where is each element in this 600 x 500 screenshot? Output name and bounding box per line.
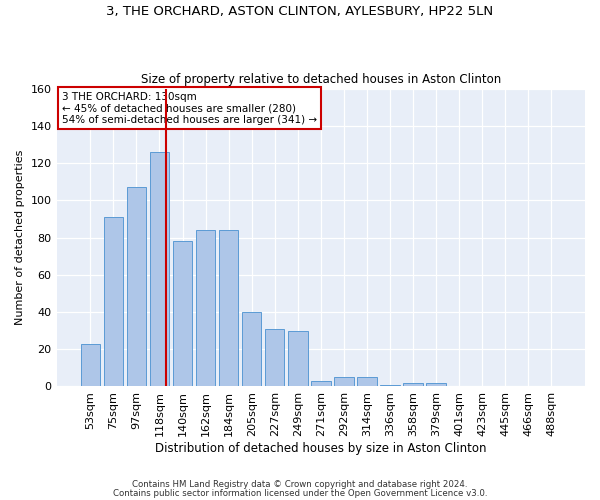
Bar (127, 187, 146, 386)
Bar (288, 330, 308, 386)
Bar (219, 230, 238, 386)
Text: Contains public sector information licensed under the Open Government Licence v3: Contains public sector information licen… (113, 488, 487, 498)
Bar (426, 382, 446, 386)
Text: Contains HM Land Registry data © Crown copyright and database right 2024.: Contains HM Land Registry data © Crown c… (132, 480, 468, 489)
Title: Size of property relative to detached houses in Aston Clinton: Size of property relative to detached ho… (140, 73, 501, 86)
Bar (311, 381, 331, 386)
Bar (403, 382, 423, 386)
Bar (149, 152, 169, 386)
Bar (80, 344, 100, 386)
Text: 3 THE ORCHARD: 130sqm
← 45% of detached houses are smaller (280)
54% of semi-det: 3 THE ORCHARD: 130sqm ← 45% of detached … (62, 92, 317, 124)
Bar (334, 377, 353, 386)
Y-axis label: Number of detached properties: Number of detached properties (15, 150, 25, 325)
Bar (242, 312, 262, 386)
Text: 3, THE ORCHARD, ASTON CLINTON, AYLESBURY, HP22 5LN: 3, THE ORCHARD, ASTON CLINTON, AYLESBURY… (106, 5, 494, 18)
Bar (357, 377, 377, 386)
X-axis label: Distribution of detached houses by size in Aston Clinton: Distribution of detached houses by size … (155, 442, 487, 455)
Bar (196, 230, 215, 386)
Bar (380, 384, 400, 386)
Bar (104, 217, 123, 386)
Bar (173, 241, 193, 386)
Bar (265, 328, 284, 386)
